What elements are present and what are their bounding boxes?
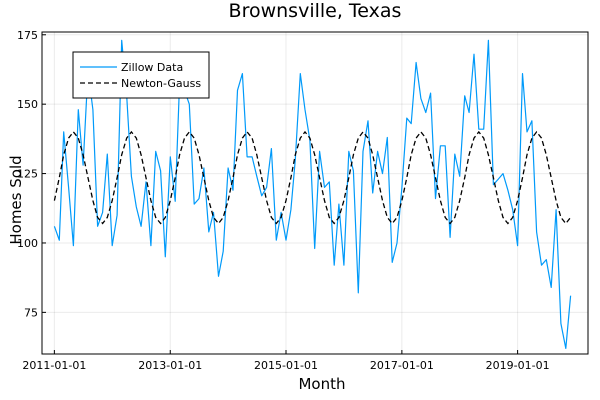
x-tick-label: 2015-01-01 <box>254 359 318 372</box>
legend-label-zillow-data: Zillow Data <box>121 61 183 74</box>
series-layer <box>53 39 572 349</box>
y-axis-ticks: 75 100 125 150 175 <box>17 29 46 319</box>
x-axis-label: Month <box>298 375 345 393</box>
x-tick-label: 2013-01-01 <box>138 359 202 372</box>
y-tick-label: 100 <box>17 237 38 250</box>
y-tick-label: 175 <box>17 29 38 42</box>
y-tick-label: 150 <box>17 98 38 111</box>
y-axis-label: Homes Sold <box>7 155 25 244</box>
x-tick-label: 2011-01-01 <box>22 359 86 372</box>
x-axis-ticks: 2011-01-01 2013-01-01 2015-01-01 2017-01-01… <box>22 350 550 372</box>
legend: Zillow Data Newton-Gauss <box>72 51 210 99</box>
series-line-newton-gauss <box>53 130 572 225</box>
y-tick-label: 75 <box>24 306 38 319</box>
plot-frame <box>41 31 589 355</box>
series-line-zillow-data <box>53 39 572 349</box>
legend-box <box>72 51 210 99</box>
chart-title: Brownsville, Texas <box>229 0 402 22</box>
x-tick-label: 2017-01-01 <box>370 359 434 372</box>
x-tick-label: 2019-01-01 <box>486 359 550 372</box>
legend-label-newton-gauss: Newton-Gauss <box>121 77 201 90</box>
y-tick-label: 125 <box>17 168 38 181</box>
